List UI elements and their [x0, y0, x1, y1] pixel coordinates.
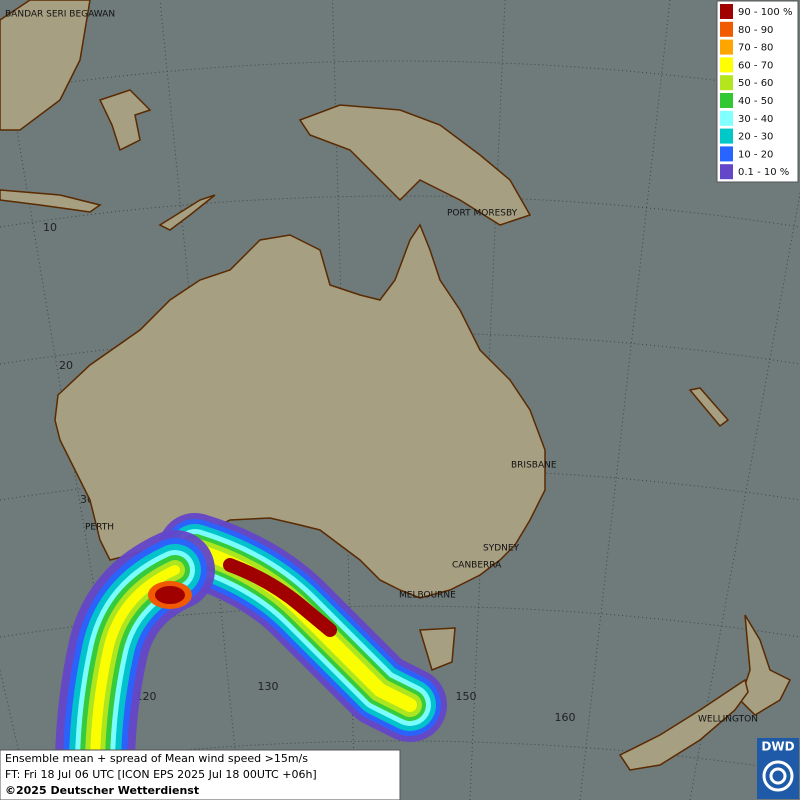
wind-core	[155, 586, 185, 604]
legend-swatch	[720, 128, 733, 144]
legend-swatch	[720, 164, 733, 180]
legend-swatch	[720, 21, 733, 37]
place-label: PERTH	[85, 523, 114, 533]
legend-swatch	[720, 110, 733, 126]
footer-box	[0, 749, 401, 800]
logo-text: DWD	[761, 740, 794, 754]
wind-band	[90, 565, 180, 800]
sulawesi	[98, 89, 152, 152]
latitude-label: 10	[43, 221, 57, 234]
borneo	[0, 0, 91, 131]
logo-swirl	[769, 767, 787, 785]
place-labels: BANDAR SERI BEGAWAN PORT MORESBY BRISBANE P…	[5, 10, 758, 725]
legend-swatch	[720, 146, 733, 162]
place-label: SYDNEY	[483, 544, 520, 554]
legend-label: 0.1 - 10 %	[738, 167, 789, 178]
place-label: MELBOURNE	[399, 591, 456, 601]
footer-line: FT: Fri 18 Jul 06 UTC [ICON EPS 2025 Jul…	[5, 768, 317, 781]
land-masses	[0, 0, 792, 771]
tasmania	[419, 627, 456, 672]
place-label: WELLINGTON	[698, 715, 758, 725]
legend-swatch	[720, 39, 733, 55]
logo: DWD	[757, 738, 799, 799]
place-label: CANBERRA	[452, 561, 502, 571]
legend-swatch	[720, 4, 733, 19]
legend-swatch	[720, 75, 733, 91]
legend-label: 90 - 100 %	[738, 7, 792, 18]
legend-label: 30 - 40	[738, 114, 773, 125]
legend: 90 - 100 % 80 - 90 70 - 80 60 - 70 50 - 60 40…	[716, 0, 799, 183]
legend-label: 60 - 70	[738, 60, 773, 71]
longitude-line	[0, 26, 131, 800]
logo-swirl	[762, 760, 794, 792]
latitude-label: 20	[59, 359, 73, 372]
wind-core	[223, 558, 337, 637]
timor	[158, 194, 216, 231]
legend-label: 20 - 30	[738, 132, 773, 143]
longitude-label: 130	[258, 680, 279, 693]
longitude-label: 160	[555, 711, 576, 724]
legend-label: 10 - 20	[738, 149, 773, 160]
new-guinea	[298, 104, 532, 226]
footer-line: Ensemble mean + spread of Mean wind spee…	[5, 752, 308, 765]
wind-swath	[55, 513, 447, 800]
legend-label: 80 - 90	[738, 25, 773, 36]
java	[0, 189, 102, 213]
nz-north	[739, 614, 792, 716]
legend-label: 50 - 60	[738, 78, 773, 89]
legend-label: 40 - 50	[738, 96, 773, 107]
footer: Ensemble mean + spread of Mean wind spee…	[0, 749, 401, 800]
nz-south	[618, 678, 749, 771]
legend-label: 70 - 80	[738, 43, 773, 54]
place-label: PORT MORESBY	[447, 209, 518, 219]
place-label: BRISBANE	[511, 461, 557, 471]
longitude-label: 150	[456, 690, 477, 703]
legend-swatch	[720, 57, 733, 73]
new-caledonia	[688, 387, 730, 428]
legend-swatch	[720, 93, 733, 108]
place-label: BANDAR SERI BEGAWAN	[5, 10, 115, 20]
longitude-label: 120	[136, 690, 157, 703]
footer-line: ©2025 Deutscher Wetterdienst	[5, 784, 199, 797]
